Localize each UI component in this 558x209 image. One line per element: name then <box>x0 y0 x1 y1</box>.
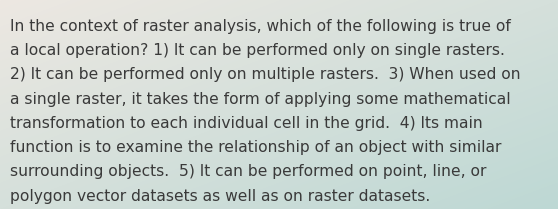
Text: 2) It can be performed only on multiple rasters.  3) When used on: 2) It can be performed only on multiple … <box>10 67 521 82</box>
Text: a single raster, it takes the form of applying some mathematical: a single raster, it takes the form of ap… <box>10 92 511 107</box>
Text: polygon vector datasets as well as on raster datasets.: polygon vector datasets as well as on ra… <box>10 189 430 204</box>
Text: transformation to each individual cell in the grid.  4) Its main: transformation to each individual cell i… <box>10 116 483 131</box>
Text: In the context of raster analysis, which of the following is true of: In the context of raster analysis, which… <box>10 19 511 34</box>
Text: function is to examine the relationship of an object with similar: function is to examine the relationship … <box>10 140 502 155</box>
Text: surrounding objects.  5) It can be performed on point, line, or: surrounding objects. 5) It can be perfor… <box>10 164 487 179</box>
Text: a local operation? 1) It can be performed only on single rasters.: a local operation? 1) It can be performe… <box>10 43 505 58</box>
